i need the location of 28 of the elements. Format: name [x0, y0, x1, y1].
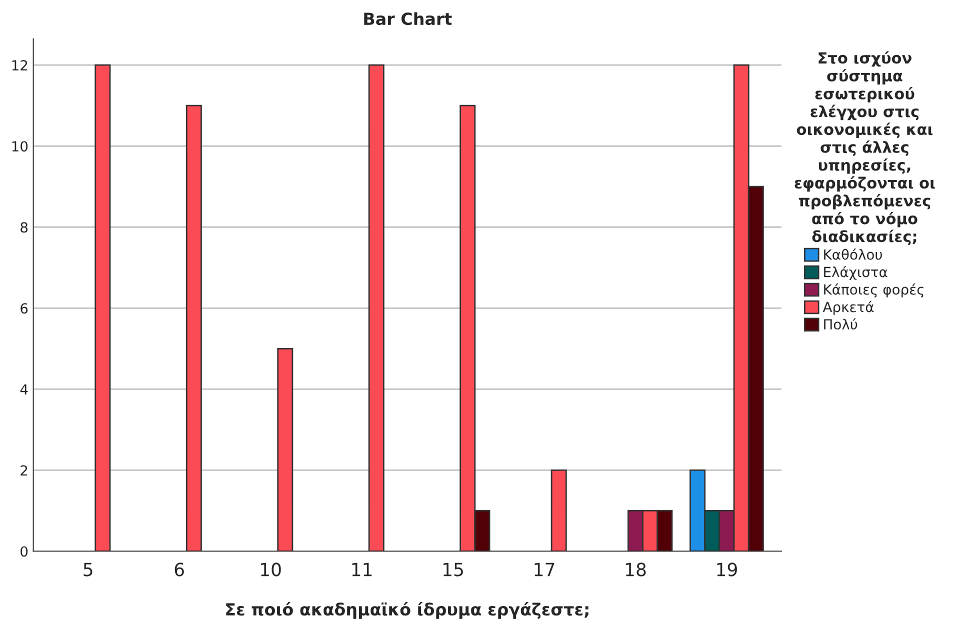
legend-label: Πολύ	[824, 318, 858, 330]
text: Στο ισχύον σύστημα εσωτερικού ελέγχου στις οικονομικές και στις άλλες υπηρεσίες, εφαρμόζονται οι προβλεπόμενες από το νόμο διαδικασίες;	[794, 51, 935, 246]
legend-label: Καθόλου	[824, 248, 882, 260]
x-tick-label: 19	[717, 562, 737, 576]
bar	[277, 348, 294, 552]
x-axis-title: Σε ποιό ακαδημαϊκό ίδρυμα εργάζεστε;	[226, 602, 588, 619]
chart-title: Bar Chart	[364, 12, 452, 26]
x-tick-label: 17	[534, 562, 554, 576]
y-tick-label: 4	[20, 384, 28, 394]
y-tick-label: 2	[20, 465, 28, 476]
legend-label: Ελάχιστα	[824, 266, 888, 280]
x-tick-label: 5	[84, 562, 92, 576]
x-tick-label: 10	[261, 562, 281, 576]
bar	[550, 470, 567, 552]
y-tick-label: 10	[12, 141, 28, 152]
x-tick-label: 6	[174, 562, 184, 576]
y-tick-label: 12	[12, 60, 28, 70]
x-tick-label: 18	[626, 562, 646, 576]
x-tick-label: 15	[444, 562, 463, 576]
y-tick-label: 8	[20, 222, 28, 233]
y-tick-label: 0	[20, 546, 28, 557]
bar	[94, 64, 111, 552]
bar	[368, 64, 384, 552]
y-tick-label: 6	[20, 303, 28, 314]
legend-label: Κάποιες φορές	[824, 283, 924, 298]
x-tick-label: 11	[352, 562, 372, 576]
bar	[186, 104, 202, 552]
legend-label: Αρκετά	[822, 300, 874, 315]
